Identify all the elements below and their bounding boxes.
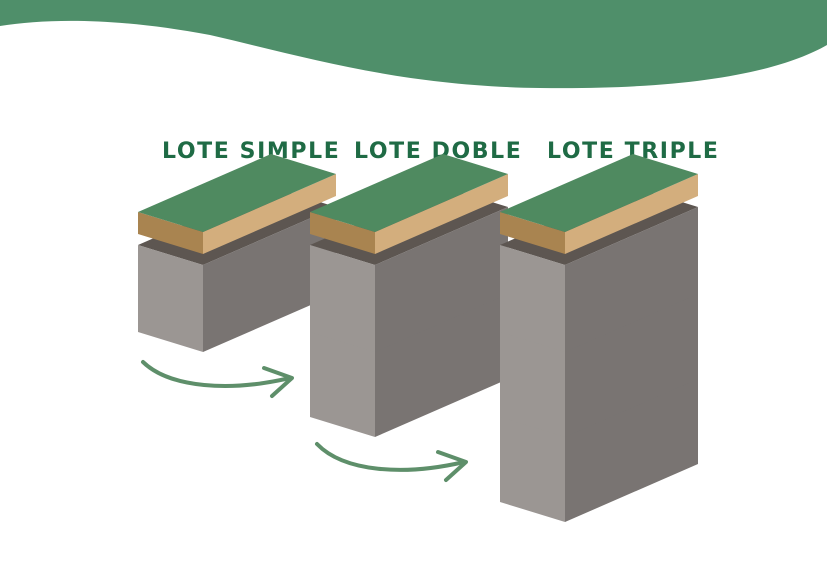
soil-front-face — [310, 212, 375, 254]
soil-side-face — [375, 174, 508, 254]
column-stack-lote-triple — [500, 154, 698, 522]
block-front-face — [310, 245, 375, 352]
soil-front-face — [138, 212, 203, 254]
grass-top-face — [310, 154, 508, 232]
block-front-face — [500, 245, 565, 352]
soil-front-face — [500, 212, 565, 254]
soil-side-face — [565, 174, 698, 254]
block-front-face — [138, 245, 203, 352]
block-side-face — [375, 292, 508, 437]
block-front-face — [500, 330, 565, 437]
block-front-face — [310, 330, 375, 437]
column-stack-lote-doble — [310, 154, 508, 437]
column-stack-lote-simple — [138, 154, 336, 352]
arrow-simple-to-doble — [141, 360, 294, 398]
soil-side-face — [203, 174, 336, 254]
column-lote-triple: LOTE TRIPLE — [500, 139, 718, 522]
block-side-face — [565, 377, 698, 522]
column-label-lote-simple: LOTE SIMPLE — [162, 139, 340, 164]
header-wave — [0, 0, 827, 89]
block-front-face — [500, 415, 565, 522]
block-side-face — [565, 207, 698, 352]
grass-top-face — [500, 154, 698, 232]
block-side-face — [565, 292, 698, 437]
grass-top-face — [138, 154, 336, 232]
block-side-face — [375, 207, 508, 352]
block-side-face — [203, 207, 336, 352]
column-lote-doble: LOTE DOBLE — [310, 139, 521, 437]
arrow-doble-to-triple — [315, 442, 468, 482]
column-lote-simple: LOTE SIMPLE — [138, 139, 340, 352]
